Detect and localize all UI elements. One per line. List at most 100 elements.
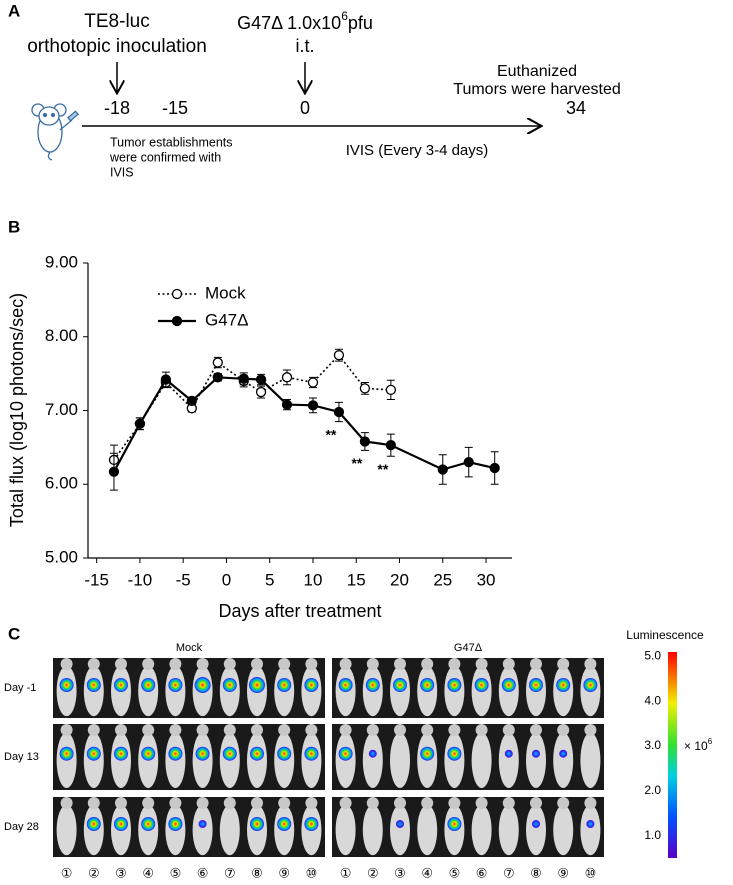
mouse-head [169,724,182,736]
mouse-head [196,658,209,670]
legend-label: G47Δ [205,310,249,329]
signal [168,678,183,692]
mouse-head [60,797,73,809]
signal [141,817,156,831]
marker [212,372,223,383]
mouse-head [196,797,209,809]
mouse-body [417,804,438,856]
mouse-body [390,804,410,856]
mouse-body [498,804,519,856]
signal [532,820,540,828]
signal [277,817,292,831]
x-tick-label: 20 [390,570,409,589]
mouse-head [394,724,406,736]
mouse-head [278,797,291,809]
timeline-text: i.t. [295,36,314,56]
panel-label: A [8,1,20,20]
signal [304,678,319,692]
mouse-head [557,797,570,809]
mouse-head [366,724,379,736]
signal [396,820,404,828]
legend-marker [171,315,183,327]
signal [447,678,462,692]
signal [194,677,211,693]
timeline-text: Euthanized [497,63,577,80]
mouse-body [553,732,574,789]
mouse-number: ③ [394,865,406,880]
mouse-head [251,658,263,670]
timeline-text: IVIS [110,165,134,179]
mouse-head [278,658,291,670]
mouse-body [580,732,601,789]
timeline-text: Tumor establishments [110,135,233,149]
mouse-head [502,797,515,809]
marker [108,466,120,477]
y-tick-label: 5.00 [45,547,78,566]
x-tick-label: 0 [222,570,231,589]
signal [368,749,377,758]
timepoint: -18 [104,98,130,118]
group-label: Mock [176,642,203,654]
mouse-body [192,804,213,856]
significance: ** [325,426,336,442]
mouse-head [584,797,597,809]
mouse-number: ⑧ [530,865,542,880]
mouse-head [115,797,127,809]
x-tick-label: -15 [84,570,109,589]
marker [359,436,371,447]
series-line [112,376,495,473]
signal [393,678,407,692]
marker [238,373,249,384]
mouse-head [142,724,155,736]
mouse-head [169,797,182,809]
x-tick-label: 5 [265,570,274,589]
group-label: G47Δ [454,642,483,654]
mouse-body [471,732,492,789]
day-label: Day -1 [4,682,36,694]
signal [529,678,543,692]
mouse-head [475,724,488,736]
mouse-number: ① [340,865,352,880]
day-label: Day 13 [4,751,39,763]
mouse-head [339,724,352,736]
mouse-body [580,804,601,856]
marker [212,357,223,368]
mouse-head [557,724,570,736]
x-tick-label: 10 [304,570,323,589]
signal [114,746,128,761]
mouse-head [366,797,379,809]
mouse-head [584,724,597,736]
signal [195,746,210,761]
colorbar-tick-label: 4.0 [644,693,661,707]
mouse-body [219,804,240,856]
mouse-number: ② [367,865,379,880]
mouse-head [530,724,542,736]
signal [304,746,319,761]
timeline-text: TE8-luc [84,11,149,32]
marker [489,462,500,474]
marker [186,395,197,407]
timeline-text: G47Δ 1.0x106pfu [237,9,373,33]
mouse-head [87,797,100,809]
mouse-head [502,658,515,670]
marker [307,377,319,388]
marker [255,386,267,398]
mouse-head [366,658,379,670]
signal [168,817,183,831]
mouse-head [584,658,597,670]
mouse-body [526,732,546,789]
mouse-number: ⑦ [503,865,515,880]
mouse-head [530,797,542,809]
colorbar-tick-label: 5.0 [644,649,661,663]
mouse-head [394,797,406,809]
significance: ** [377,461,388,477]
legend-label: Mock [205,283,246,302]
mouse-head [142,658,155,670]
mouse-body [471,804,492,856]
x-tick-label: -5 [176,570,191,589]
signal [86,746,101,761]
signal [250,817,264,831]
x-tick-label: 30 [477,570,496,589]
mouse-body [56,804,77,856]
